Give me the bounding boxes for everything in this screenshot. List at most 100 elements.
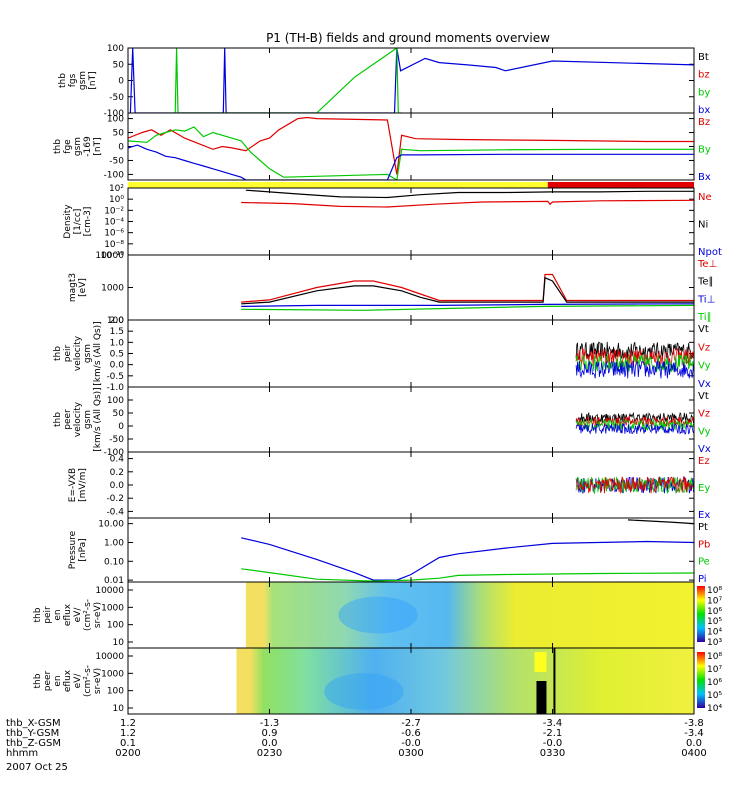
series-line-by — [174, 48, 402, 113]
y-label-line: peir — [63, 344, 73, 362]
spectrogram-core — [324, 673, 404, 711]
colorbar-tick-label: 10⁶ — [707, 678, 722, 688]
y-tick-label: 0.0 — [110, 361, 125, 371]
series-line-Pi — [241, 537, 694, 581]
y-tick-label: 0 — [118, 143, 124, 153]
legend-By: By — [698, 145, 711, 156]
legend-Ey: Ey — [698, 483, 710, 494]
y-label-line: en — [53, 675, 63, 686]
y-tick-label: 10000 — [95, 251, 124, 261]
legend-by: by — [698, 87, 710, 98]
series-group — [241, 189, 694, 208]
x-row-value: -3.8 — [684, 718, 704, 729]
y-label-line: [1/cc] — [73, 209, 83, 235]
y-label-line: thb — [53, 346, 63, 361]
x-row-value: -0.6 — [401, 728, 421, 739]
colorbar-tick-label: 10⁴ — [707, 628, 722, 638]
y-tick-label: 0.01 — [104, 576, 124, 586]
y-tick-label: 0.4 — [110, 455, 125, 465]
legend-Vy: Vy — [698, 426, 711, 437]
series-line-Ne — [241, 199, 694, 208]
legend-Pt: Pt — [698, 522, 708, 533]
y-label-line: [km/s (All Qs)] — [93, 321, 103, 385]
y-tick-label: -0.4 — [106, 507, 124, 517]
y-tick-label: 100 — [107, 621, 124, 631]
x-row-value: 0300 — [398, 748, 423, 759]
y-tick-label: -1.0 — [106, 383, 124, 393]
y-label-line: [nPa] — [78, 538, 88, 561]
y-tick-label: 1.00 — [104, 538, 124, 548]
data-gap-line — [553, 648, 556, 714]
spectrogram-core — [338, 596, 418, 634]
colorbar-tick-label: 10⁷ — [707, 596, 722, 606]
y-tick-label: 0 — [118, 422, 124, 432]
y-label-line: thb — [53, 412, 63, 427]
y-label-line: peir — [43, 606, 53, 624]
legend-Te∥: Te∥ — [697, 277, 714, 288]
y-tick-label: 0.2 — [110, 468, 124, 478]
y-label-line: thb — [58, 73, 68, 88]
panel-frame — [127, 254, 695, 321]
x-row-value: 0.0 — [262, 738, 278, 749]
legend-Bz: Bz — [698, 117, 710, 128]
x-row-value: 1.2 — [120, 728, 136, 739]
y-label-line: gsm — [83, 410, 93, 429]
x-row-label: thb_Y-GSM — [6, 728, 59, 739]
series-line-Bx — [128, 144, 694, 180]
panel-frame — [127, 517, 695, 583]
y-label-line: eflux — [63, 603, 73, 626]
series-line-Ni — [245, 189, 694, 199]
legend-Pi: Pi — [698, 574, 707, 585]
y-label-line: [nT] — [88, 71, 98, 89]
x-row-value: 0.0 — [686, 738, 702, 749]
legend-Vz: Vz — [698, 409, 710, 420]
y-tick-label: 100 — [107, 687, 124, 697]
legend-bz: bz — [698, 70, 710, 81]
y-tick-label: 50 — [113, 60, 125, 70]
panel-pressure: 10.00 1.00 0.10 0.01 Pt Pb Pe Pi Pressure [nPa] — [68, 517, 710, 586]
y-tick-label: 50 — [113, 129, 125, 139]
panel-frame — [127, 319, 695, 388]
x-row-value: 0.1 — [120, 738, 136, 749]
x-row-label: thb_Z-GSM — [6, 738, 61, 749]
y-label-line: magt3 — [68, 273, 78, 302]
y-tick-label: 10² — [109, 184, 124, 194]
y-tick-label: 10⁻⁸ — [104, 240, 124, 250]
x-row-value: -1.3 — [260, 718, 280, 729]
y-tick-label: -100 — [104, 448, 125, 458]
panel-peir_velocity: 2.01.51.0 0.50.0-0.5-1.0 Vt Vz Vy Vx thb peir ve… — [53, 316, 711, 393]
x-row-value: -0.0 — [543, 738, 563, 749]
legend-Pb: Pb — [698, 539, 710, 550]
colorbar-tick-label: 10⁵ — [707, 691, 722, 701]
y-tick-label: 10⁻² — [104, 206, 124, 216]
y-label-line: E=-VXB — [68, 468, 78, 502]
y-label-line: gsm — [78, 71, 88, 90]
x-row-value: -3.4 — [684, 728, 704, 739]
series-group — [128, 116, 694, 180]
legend-Pe: Pe — [698, 557, 710, 568]
legend-Vx: Vx — [698, 444, 711, 455]
legend-Vt: Vt — [698, 391, 709, 402]
y-label-line: thb — [33, 607, 43, 622]
x-row-value: -0.0 — [401, 738, 421, 749]
y-tick-label: 10 — [113, 638, 125, 648]
y-label-line: gsm — [73, 137, 83, 156]
y-tick-label: 10⁻¹⁰ — [101, 251, 125, 261]
y-label-line: (cm²-s- — [83, 665, 93, 697]
spectrogram-field — [236, 648, 694, 714]
series-line-Te∥ — [241, 276, 694, 305]
legend-Bx: Bx — [698, 172, 711, 183]
y-tick-label: 0.0 — [110, 481, 125, 491]
y-tick-label: -100 — [104, 109, 125, 119]
legend-Ti∥: Ti∥ — [697, 312, 712, 323]
legend-bx: bx — [698, 105, 710, 116]
y-tick-label: 10⁻⁶ — [104, 229, 124, 239]
y-label-line: [cm-3] — [83, 207, 93, 237]
y-tick-label: 10⁻⁴ — [104, 218, 124, 228]
y-label-line: sr-eV) — [93, 668, 103, 694]
spectrogram-field — [245, 582, 694, 648]
